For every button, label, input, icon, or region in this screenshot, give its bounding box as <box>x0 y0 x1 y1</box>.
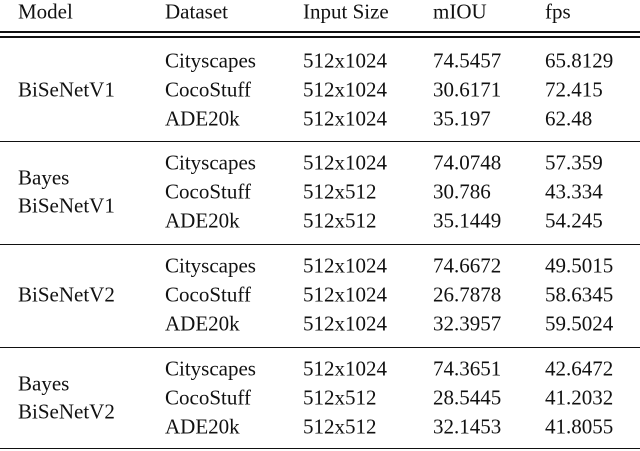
cell: CocoStuff <box>165 77 251 102</box>
rule <box>0 31 640 33</box>
cell: 30.6171 <box>433 77 502 102</box>
model-name: Bayes <box>18 371 70 396</box>
cell: 35.1449 <box>433 208 502 233</box>
cell: 54.245 <box>545 208 603 233</box>
cell: 512x1024 <box>303 253 387 278</box>
header-cell: mIOU <box>433 0 487 24</box>
cell: 512x1024 <box>303 356 387 381</box>
cell: 512x1024 <box>303 48 387 73</box>
cell: ADE20k <box>165 414 240 439</box>
model-name: BiSeNetV2 <box>18 399 115 424</box>
cell: 512x512 <box>303 179 377 204</box>
model-name: Bayes <box>18 165 70 190</box>
header-cell: Dataset <box>165 0 228 24</box>
cell: Cityscapes <box>165 48 256 73</box>
cell: 26.7878 <box>433 282 502 307</box>
model-name: BiSeNetV1 <box>18 193 115 218</box>
cell: 41.8055 <box>545 414 614 439</box>
cell: 30.786 <box>433 179 491 204</box>
cell: 512x1024 <box>303 311 387 336</box>
cell: 512x512 <box>303 414 377 439</box>
cell: 512x512 <box>303 385 377 410</box>
cell: 57.359 <box>545 150 603 175</box>
cell: 32.1453 <box>433 414 502 439</box>
model-name: BiSeNetV2 <box>18 282 115 307</box>
cell: 35.197 <box>433 106 491 131</box>
header-cell: Model <box>18 0 73 24</box>
rule <box>0 141 640 143</box>
cell: 28.5445 <box>433 385 502 410</box>
rule <box>0 347 640 349</box>
cell: 512x1024 <box>303 77 387 102</box>
cell: 41.2032 <box>545 385 614 410</box>
cell: 65.8129 <box>545 48 614 73</box>
cell: 59.5024 <box>545 311 614 336</box>
cell: 512x1024 <box>303 106 387 131</box>
cell: ADE20k <box>165 208 240 233</box>
cell: 32.3957 <box>433 311 502 336</box>
cell: 74.3651 <box>433 356 502 381</box>
cell: ADE20k <box>165 311 240 336</box>
cell: 512x1024 <box>303 282 387 307</box>
cell: CocoStuff <box>165 179 251 204</box>
rule <box>0 36 640 38</box>
cell: 72.415 <box>545 77 603 102</box>
cell: Cityscapes <box>165 356 256 381</box>
rule <box>0 244 640 246</box>
header-cell: fps <box>545 0 571 24</box>
cell: CocoStuff <box>165 385 251 410</box>
header-cell: Input Size <box>303 0 389 24</box>
cell: CocoStuff <box>165 282 251 307</box>
cell: ADE20k <box>165 106 240 131</box>
cell: 74.6672 <box>433 253 502 278</box>
rule <box>0 448 640 450</box>
cell: 74.5457 <box>433 48 502 73</box>
cell: 512x512 <box>303 208 377 233</box>
cell: 49.5015 <box>545 253 614 278</box>
cell: 58.6345 <box>545 282 614 307</box>
cell: 74.0748 <box>433 150 502 175</box>
cell: 62.48 <box>545 106 593 131</box>
cell: Cityscapes <box>165 150 256 175</box>
model-name: BiSeNetV1 <box>18 77 115 102</box>
cell: 42.6472 <box>545 356 614 381</box>
cell: Cityscapes <box>165 253 256 278</box>
cell: 512x1024 <box>303 150 387 175</box>
cell: 43.334 <box>545 179 603 204</box>
